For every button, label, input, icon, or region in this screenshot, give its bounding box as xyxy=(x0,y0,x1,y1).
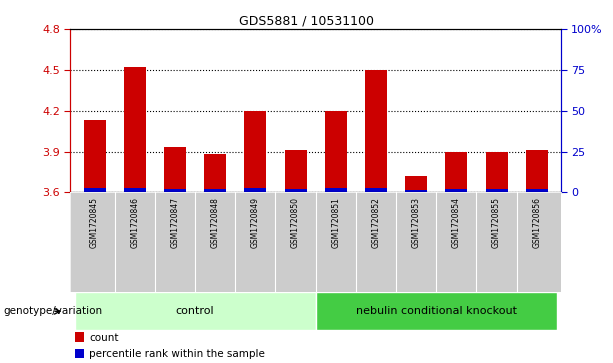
Bar xyxy=(204,154,226,192)
Bar xyxy=(124,67,146,192)
Bar xyxy=(245,111,267,192)
Bar xyxy=(124,188,146,192)
Bar xyxy=(245,188,267,192)
Text: GSM1720846: GSM1720846 xyxy=(131,197,139,248)
Text: genotype/variation: genotype/variation xyxy=(3,306,102,316)
Text: GSM1720849: GSM1720849 xyxy=(251,197,260,248)
Bar xyxy=(485,189,508,192)
Bar xyxy=(316,292,557,330)
Text: GSM1720847: GSM1720847 xyxy=(170,197,180,248)
Bar xyxy=(365,188,387,192)
Text: GSM1720852: GSM1720852 xyxy=(371,197,381,248)
Text: percentile rank within the sample: percentile rank within the sample xyxy=(89,349,265,359)
Text: GSM1720848: GSM1720848 xyxy=(211,197,219,248)
Bar xyxy=(526,150,548,192)
Text: control: control xyxy=(176,306,215,316)
Bar xyxy=(365,70,387,192)
Bar xyxy=(164,189,186,192)
Bar xyxy=(284,189,306,192)
Bar xyxy=(325,111,347,192)
Bar xyxy=(83,188,105,192)
Bar xyxy=(485,152,508,192)
Bar xyxy=(445,152,468,192)
Bar xyxy=(164,147,186,192)
Bar xyxy=(204,189,226,192)
Bar xyxy=(405,176,427,192)
Text: GDS5881 / 10531100: GDS5881 / 10531100 xyxy=(239,15,374,28)
Bar xyxy=(526,189,548,192)
Text: GSM1720854: GSM1720854 xyxy=(452,197,461,248)
Bar xyxy=(325,188,347,192)
Text: count: count xyxy=(89,333,119,343)
Text: GSM1720853: GSM1720853 xyxy=(412,197,421,248)
Bar xyxy=(75,332,84,342)
Bar xyxy=(75,348,84,358)
Text: GSM1720855: GSM1720855 xyxy=(492,197,501,248)
Text: GSM1720851: GSM1720851 xyxy=(331,197,340,248)
Bar xyxy=(284,150,306,192)
Bar xyxy=(83,120,105,192)
Text: GSM1720850: GSM1720850 xyxy=(291,197,300,248)
Bar xyxy=(405,190,427,192)
Bar xyxy=(445,189,468,192)
Text: nebulin conditional knockout: nebulin conditional knockout xyxy=(356,306,517,316)
Text: GSM1720856: GSM1720856 xyxy=(532,197,541,248)
Text: GSM1720845: GSM1720845 xyxy=(90,197,99,248)
Bar xyxy=(75,292,316,330)
